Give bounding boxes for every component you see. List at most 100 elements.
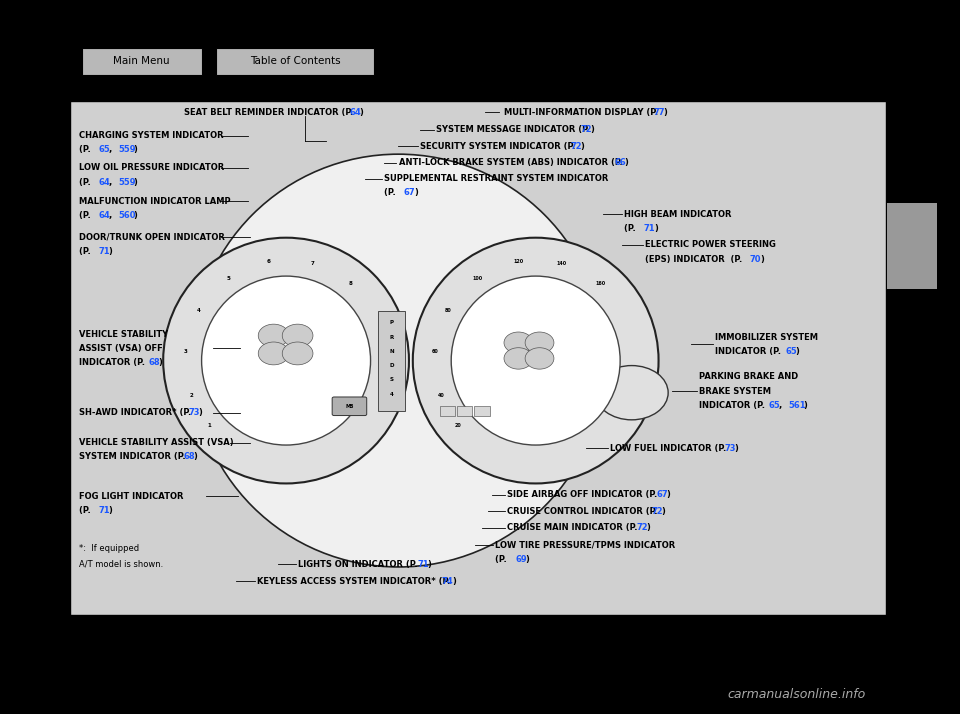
Text: 7: 7 xyxy=(310,261,314,266)
Text: 72: 72 xyxy=(652,507,663,516)
Circle shape xyxy=(258,324,289,347)
Text: 100: 100 xyxy=(473,276,483,281)
Text: 71: 71 xyxy=(99,247,110,256)
Text: ANTI-LOCK BRAKE SYSTEM (ABS) INDICATOR (P.: ANTI-LOCK BRAKE SYSTEM (ABS) INDICATOR (… xyxy=(399,159,626,167)
Text: ): ) xyxy=(666,491,670,499)
Text: 67: 67 xyxy=(404,188,416,197)
Text: ,: , xyxy=(779,401,785,410)
Text: ,: , xyxy=(108,146,115,154)
FancyBboxPatch shape xyxy=(82,48,202,75)
Text: (P.: (P. xyxy=(495,555,510,563)
Circle shape xyxy=(504,332,533,353)
Text: BRAKE SYSTEM: BRAKE SYSTEM xyxy=(699,387,771,396)
Text: 5: 5 xyxy=(227,276,230,281)
Text: 72: 72 xyxy=(570,142,582,151)
Text: SYSTEM MESSAGE INDICATOR (P.: SYSTEM MESSAGE INDICATOR (P. xyxy=(436,126,592,134)
Text: 3: 3 xyxy=(183,349,187,354)
Text: KEYLESS ACCESS SYSTEM INDICATOR* (P.: KEYLESS ACCESS SYSTEM INDICATOR* (P. xyxy=(257,577,453,585)
Text: ): ) xyxy=(108,506,112,515)
FancyBboxPatch shape xyxy=(70,101,886,615)
Text: ): ) xyxy=(624,159,628,167)
Text: ): ) xyxy=(661,507,665,516)
Text: Main Menu: Main Menu xyxy=(113,56,170,66)
Ellipse shape xyxy=(451,276,620,445)
Text: S: S xyxy=(390,377,394,383)
Text: SUPPLEMENTAL RESTRAINT SYSTEM INDICATOR: SUPPLEMENTAL RESTRAINT SYSTEM INDICATOR xyxy=(384,174,609,183)
Text: ): ) xyxy=(158,358,162,367)
Text: 64: 64 xyxy=(99,178,110,186)
FancyBboxPatch shape xyxy=(440,406,455,416)
FancyBboxPatch shape xyxy=(332,397,367,416)
Text: 74: 74 xyxy=(442,577,454,585)
Text: (P.: (P. xyxy=(79,247,93,256)
Text: ): ) xyxy=(452,577,456,585)
Text: ): ) xyxy=(734,444,738,453)
FancyBboxPatch shape xyxy=(457,406,472,416)
FancyBboxPatch shape xyxy=(887,203,937,289)
Text: ): ) xyxy=(133,211,137,220)
Text: N: N xyxy=(390,348,394,354)
Text: 4: 4 xyxy=(197,308,201,313)
Text: ): ) xyxy=(590,126,594,134)
Text: 64: 64 xyxy=(99,211,110,220)
Text: SEAT BELT REMINDER INDICATOR (P.: SEAT BELT REMINDER INDICATOR (P. xyxy=(184,108,356,116)
Text: 72: 72 xyxy=(581,126,592,134)
Text: INDICATOR (P.: INDICATOR (P. xyxy=(79,358,148,367)
Text: 40: 40 xyxy=(438,393,444,398)
Text: R: R xyxy=(390,334,394,340)
Text: 69: 69 xyxy=(516,555,527,563)
Text: CRUISE MAIN INDICATOR (P.: CRUISE MAIN INDICATOR (P. xyxy=(507,523,640,532)
Text: 66: 66 xyxy=(614,159,626,167)
Text: VEHICLE STABILITY: VEHICLE STABILITY xyxy=(79,330,168,338)
Text: 71: 71 xyxy=(644,224,656,233)
Text: INDICATOR (P.: INDICATOR (P. xyxy=(699,401,768,410)
Text: VEHICLE STABILITY ASSIST (VSA): VEHICLE STABILITY ASSIST (VSA) xyxy=(79,438,233,447)
Text: SYSTEM INDICATOR (P.: SYSTEM INDICATOR (P. xyxy=(79,453,188,461)
Text: 560: 560 xyxy=(119,211,136,220)
Text: ): ) xyxy=(804,401,807,410)
Text: 65: 65 xyxy=(99,146,110,154)
Ellipse shape xyxy=(192,154,605,567)
Text: MALFUNCTION INDICATOR LAMP: MALFUNCTION INDICATOR LAMP xyxy=(79,197,230,206)
FancyBboxPatch shape xyxy=(216,48,374,75)
Text: PARKING BRAKE AND: PARKING BRAKE AND xyxy=(699,373,798,381)
Text: 8: 8 xyxy=(348,281,352,286)
Text: 65: 65 xyxy=(769,401,780,410)
FancyBboxPatch shape xyxy=(378,311,405,411)
Text: 73: 73 xyxy=(188,408,200,417)
Text: (P.: (P. xyxy=(79,146,93,154)
Text: 70: 70 xyxy=(750,255,761,263)
Text: (P.: (P. xyxy=(384,188,398,197)
Circle shape xyxy=(282,342,313,365)
Text: SECURITY SYSTEM INDICATOR (P.: SECURITY SYSTEM INDICATOR (P. xyxy=(420,142,579,151)
Text: A/T model is shown.: A/T model is shown. xyxy=(79,560,163,568)
Text: IMMOBILIZER SYSTEM: IMMOBILIZER SYSTEM xyxy=(715,333,818,341)
Text: 559: 559 xyxy=(119,146,136,154)
Text: ,: , xyxy=(108,211,115,220)
Text: 4: 4 xyxy=(390,391,394,397)
Text: ): ) xyxy=(359,108,363,116)
Text: 80: 80 xyxy=(445,308,452,313)
Text: ): ) xyxy=(414,188,418,197)
Ellipse shape xyxy=(163,238,409,483)
Text: CHARGING SYSTEM INDICATOR: CHARGING SYSTEM INDICATOR xyxy=(79,131,224,140)
Text: 20: 20 xyxy=(455,423,462,428)
Text: 68: 68 xyxy=(183,453,195,461)
Text: SH-AWD INDICATOR* (P.: SH-AWD INDICATOR* (P. xyxy=(79,408,194,417)
Text: LIGHTS ON INDICATOR (P.: LIGHTS ON INDICATOR (P. xyxy=(298,560,420,568)
FancyBboxPatch shape xyxy=(474,406,490,416)
Text: 1: 1 xyxy=(207,423,211,428)
Text: 559: 559 xyxy=(119,178,136,186)
Text: LOW TIRE PRESSURE/TPMS INDICATOR: LOW TIRE PRESSURE/TPMS INDICATOR xyxy=(495,540,676,549)
Text: 6: 6 xyxy=(267,259,271,264)
Circle shape xyxy=(525,332,554,353)
Circle shape xyxy=(282,324,313,347)
Text: 77: 77 xyxy=(654,108,665,116)
Text: (EPS) INDICATOR  (P.: (EPS) INDICATOR (P. xyxy=(645,255,745,263)
Text: D: D xyxy=(390,363,394,368)
Text: ): ) xyxy=(199,408,203,417)
Text: INDICATOR (P.: INDICATOR (P. xyxy=(715,347,784,356)
Text: ): ) xyxy=(133,178,137,186)
Text: (P.: (P. xyxy=(79,506,93,515)
Text: DOOR/TRUNK OPEN INDICATOR: DOOR/TRUNK OPEN INDICATOR xyxy=(79,233,225,241)
